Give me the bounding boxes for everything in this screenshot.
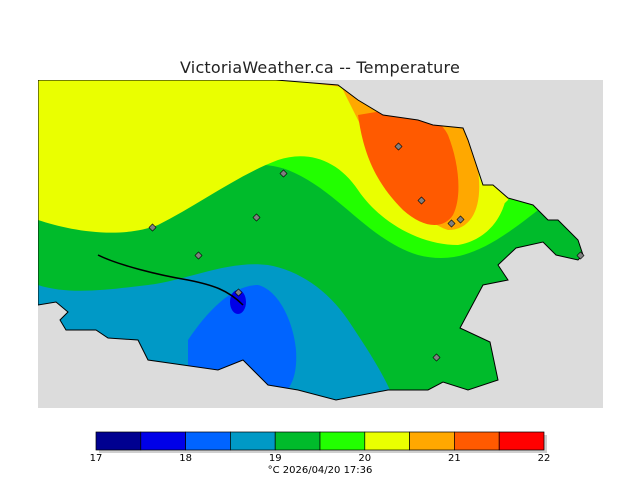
legend-swatch	[95, 431, 142, 451]
station-marker[interactable]	[252, 213, 261, 222]
legend-tick-label: 18	[179, 453, 192, 464]
legend-swatch	[185, 431, 231, 451]
legend-swatch	[140, 431, 186, 451]
legend-tick-label: 19	[269, 453, 282, 464]
station-marker[interactable]	[417, 196, 426, 205]
station-marker[interactable]	[576, 251, 585, 260]
station-marker[interactable]	[148, 223, 157, 232]
legend-shadow	[99, 435, 547, 453]
legend-swatch	[319, 431, 366, 451]
legend-ticks: 17 18 19 20 21 22	[90, 453, 551, 464]
station-marker[interactable]	[447, 219, 456, 228]
station-marker[interactable]	[279, 169, 288, 178]
legend-tick-label: 22	[538, 453, 551, 464]
legend-tick-label: 20	[358, 453, 371, 464]
legend-bins	[95, 431, 547, 453]
station-markers	[148, 142, 585, 362]
station-marker[interactable]	[456, 215, 465, 224]
station-marker[interactable]	[234, 288, 243, 297]
legend-swatch	[409, 431, 455, 451]
legend-tick-label: 21	[448, 453, 461, 464]
station-marker[interactable]	[394, 142, 403, 151]
legend-swatch	[364, 431, 410, 451]
map-title: VictoriaWeather.ca -- Temperature	[180, 58, 460, 77]
legend-swatch	[274, 431, 321, 451]
legend-caption: °C 2026/04/20 17:36	[267, 465, 373, 476]
station-marker[interactable]	[432, 353, 441, 362]
legend-swatch	[454, 431, 500, 451]
station-marker[interactable]	[194, 251, 203, 260]
legend-swatch	[498, 431, 545, 451]
inlet	[97, 254, 244, 306]
legend-tick-label: 17	[90, 453, 103, 464]
temperature-map	[38, 80, 603, 408]
coastline	[38, 80, 584, 401]
legend-swatch	[230, 431, 276, 451]
